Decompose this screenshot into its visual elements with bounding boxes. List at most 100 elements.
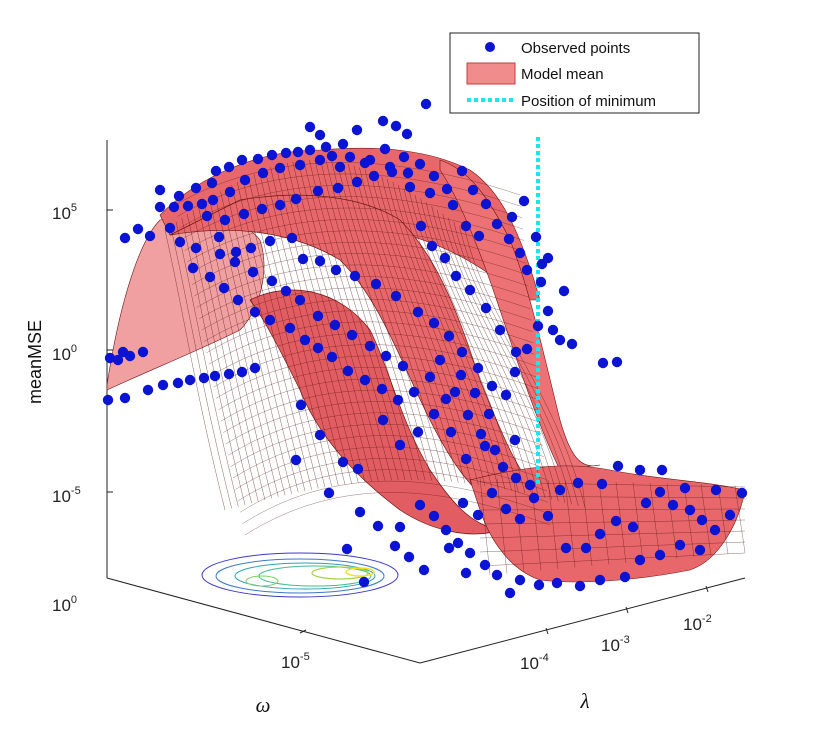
surface-mesh-line (403, 188, 512, 491)
observed-point (566, 338, 578, 350)
observed-point (280, 147, 292, 159)
observed-point (394, 521, 406, 533)
surface-mesh-line (259, 171, 339, 486)
surface-mesh-line (734, 485, 746, 553)
observed-point (736, 487, 748, 499)
observed-point (473, 230, 485, 242)
surface-mesh-line (632, 482, 644, 562)
observed-point (236, 366, 248, 378)
surface-mesh-line (179, 185, 523, 229)
observed-point (457, 497, 469, 509)
surface-mesh-line (398, 184, 506, 490)
observed-point (329, 319, 341, 331)
legend-patch-model (466, 62, 516, 85)
observed-point (379, 143, 391, 155)
observed-point (137, 346, 149, 358)
observed-point (358, 576, 370, 588)
observed-point (290, 193, 302, 205)
observed-point (464, 547, 476, 559)
observed-point (224, 186, 236, 198)
observed-point (342, 365, 354, 377)
surface-mesh-line (214, 194, 286, 496)
surface-mesh-line (215, 355, 538, 399)
surface-mesh-line (208, 321, 535, 365)
observed-point (290, 454, 302, 466)
observed-point (164, 222, 176, 234)
observed-point (464, 284, 476, 296)
observed-point (542, 510, 554, 522)
observed-point (372, 520, 384, 532)
observed-point (445, 426, 457, 438)
observed-point (634, 464, 646, 476)
surface-mesh-line (170, 225, 232, 509)
observed-point (284, 322, 296, 334)
legend-label-observed: Observed points (521, 40, 630, 57)
observed-point (144, 230, 156, 242)
observed-point (500, 389, 512, 401)
surface-mesh-line (203, 202, 272, 499)
surface-mesh-line (189, 230, 527, 274)
observed-point (447, 199, 459, 211)
surface-mesh-line (164, 229, 226, 511)
observed-point (184, 374, 196, 386)
observed-point (524, 479, 536, 491)
surface-mesh-line (513, 478, 525, 573)
observed-point (332, 182, 344, 194)
observed-point (504, 587, 516, 599)
surface-mesh-line (196, 264, 530, 308)
observed-point (415, 220, 427, 232)
observed-point (219, 214, 231, 226)
observed-point (460, 220, 472, 232)
observed-point (479, 559, 491, 571)
observed-point (389, 540, 401, 552)
observed-point (612, 460, 624, 472)
observed-point (210, 165, 222, 177)
surface-mesh-line (298, 161, 386, 481)
observed-point (245, 242, 257, 254)
observed-point (574, 580, 586, 592)
observed-point (376, 383, 388, 395)
observed-point (572, 477, 584, 489)
observed-point (709, 524, 721, 536)
observed-point (173, 190, 185, 202)
observed-point (314, 255, 326, 267)
lambda-axis-label: λ (579, 689, 589, 713)
surface-mesh-line (232, 435, 545, 479)
observed-point (187, 262, 199, 274)
observed-point (154, 201, 166, 213)
observed-point (420, 98, 432, 110)
observed-point (710, 484, 722, 496)
observed-point (509, 434, 521, 446)
z-tick-labels: 105 100 10-5 100 (52, 202, 81, 615)
observed-point (679, 482, 691, 494)
surface-mesh-line (206, 310, 534, 354)
observed-point (402, 167, 414, 179)
observed-point (506, 211, 518, 223)
observed-point (249, 362, 261, 374)
observed-point (510, 472, 522, 484)
observed-point (611, 356, 623, 368)
observed-point (326, 351, 338, 363)
observed-point (656, 464, 668, 476)
observed-point (460, 453, 472, 465)
svg-text:105: 105 (52, 202, 77, 223)
observed-point (119, 232, 131, 244)
observed-point (418, 564, 430, 576)
observed-point (359, 157, 371, 169)
observed-point (440, 393, 452, 405)
surface-mesh-line (303, 160, 392, 481)
observed-point (619, 571, 631, 583)
observed-point (696, 514, 708, 526)
observed-point (230, 246, 242, 258)
surface-mesh-line (223, 389, 541, 433)
observed-point (408, 386, 420, 398)
observed-point (640, 497, 652, 509)
surface-mesh-line (464, 229, 586, 508)
surface-mesh-line (425, 202, 539, 497)
observed-point (201, 210, 213, 222)
observed-point (439, 252, 451, 264)
contour-projection (201, 552, 399, 598)
observed-point (443, 330, 455, 342)
surface-mesh-line (414, 194, 526, 494)
